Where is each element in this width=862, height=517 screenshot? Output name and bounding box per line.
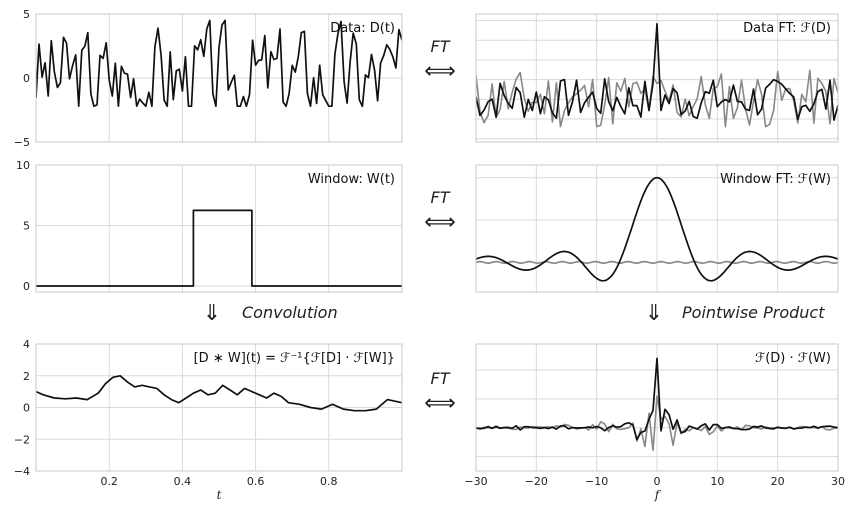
series-line [476,357,838,441]
y-tick-label: −4 [14,465,30,478]
panel-title: Data: D(t) [330,21,395,36]
panel-title: Window: W(t) [308,172,395,187]
x-tick-label: 0.6 [247,475,265,488]
panel-conv: −4 −2 0 2 4 0.2 0.4 0.6 0.8 t [D ∗ W](t) = ℱ⁻¹{ℱ[D… [14,338,403,502]
panel-title: Window FT: ℱ(W) [720,172,831,187]
x-tick-label: 0 [654,475,661,488]
ft-label: FT [431,37,451,56]
y-tick-label: −5 [14,136,30,149]
series-line [476,260,838,264]
series-line [36,19,402,108]
y-tick-label: 2 [23,370,30,383]
double-arrow-icon: ⟺ [424,391,456,416]
y-tick-label: 4 [23,338,30,351]
x-axis-label: t [217,488,222,502]
panel-window_ft: Window FT: ℱ(W) [475,164,839,293]
x-tick-label: 10 [710,475,724,488]
y-tick-label: 5 [23,219,30,232]
y-tick-label: −2 [14,433,30,446]
y-tick-label: 5 [23,8,30,21]
series-line [476,69,838,128]
down-arrow-icon: ⇓ [203,301,221,326]
series-line [36,209,402,287]
panel-title: Data FT: ℱ(D) [743,21,831,36]
panel-title: [D ∗ W](t) = ℱ⁻¹{ℱ[D] · ℱ[W]} [194,351,395,366]
series-line [36,374,402,412]
panel-data: −5 0 5 Data: D(t) [14,8,403,149]
plot-frame [475,164,839,293]
x-tick-label: 20 [771,475,785,488]
plot-frame [475,343,839,472]
x-tick-label: 0.8 [320,475,338,488]
convolution-label: Convolution [242,303,338,322]
x-tick-label: −10 [585,475,608,488]
double-arrow-icon: ⟺ [424,59,456,84]
plot-frame [35,343,403,472]
x-tick-label: −20 [525,475,548,488]
plot-area [36,165,402,292]
plot-frame [35,164,403,293]
x-tick-label: 0.2 [100,475,118,488]
plot-frame [35,13,403,143]
panel-product: −30 −20 −10 0 10 20 30 f ℱ(D) · ℱ(W) [464,343,845,502]
y-tick-label: 0 [23,280,30,293]
y-tick-label: 0 [23,72,30,85]
series-line [476,176,838,282]
ft-annotation: FT ⟺ [424,188,456,235]
x-axis-label: f [654,488,662,502]
panel-title: ℱ(D) · ℱ(W) [755,351,831,366]
panel-data_ft: Data FT: ℱ(D) [475,13,839,143]
pointwise-label: Pointwise Product [682,303,825,322]
y-tick-label: 10 [16,159,30,172]
x-tick-label: 0.4 [174,475,192,488]
plot-frame [475,13,839,143]
panel-window: 0 5 10 Window: W(t) [16,159,403,293]
ft-label: FT [431,188,451,207]
y-tick-label: 0 [23,402,30,415]
down-arrow-icon: ⇓ [645,301,663,326]
x-tick-label: −30 [464,475,487,488]
ft-annotation: FT ⟺ [424,37,456,84]
double-arrow-icon: ⟺ [424,210,456,235]
ft-annotation: FT ⟺ [424,369,456,416]
x-tick-label: 30 [831,475,845,488]
series-line [476,22,838,121]
ft-label: FT [431,369,451,388]
